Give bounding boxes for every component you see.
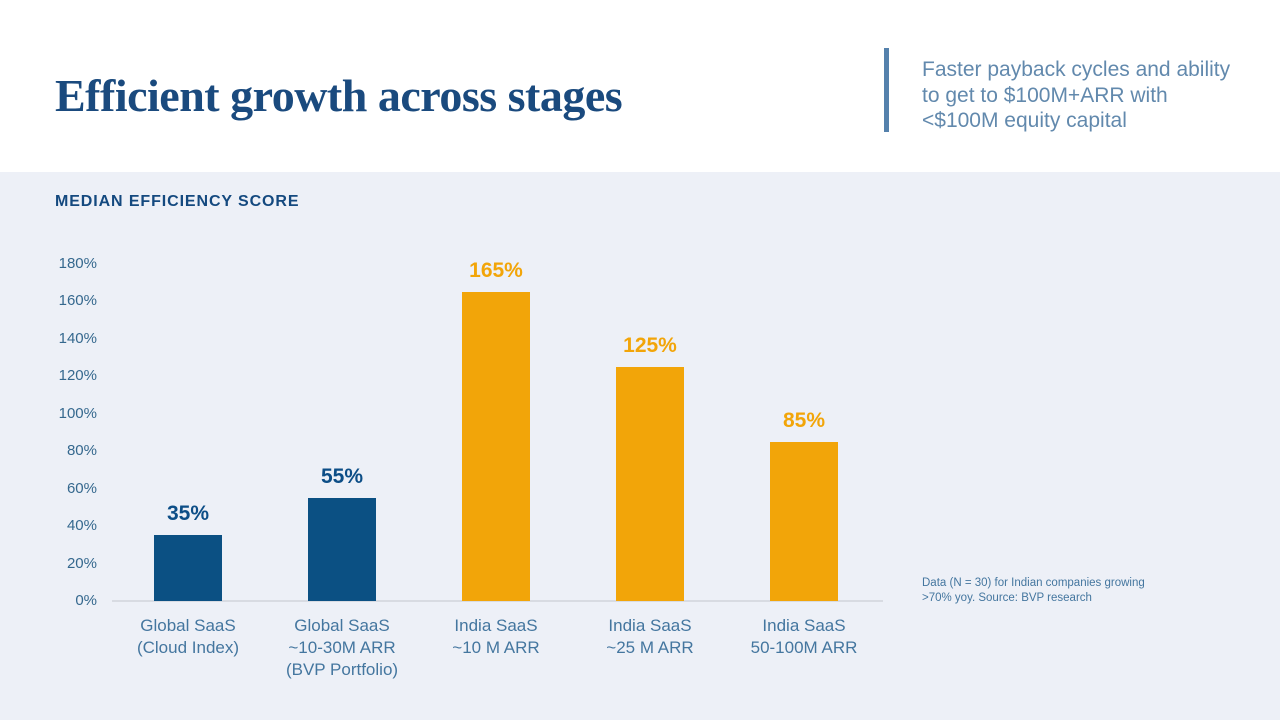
category-label: Global SaaS ~10-30M ARR (BVP Portfolio) [252,615,432,681]
callout-line-3: <$100M equity capital [922,109,1127,132]
category-label-line: ~25 M ARR [606,638,694,657]
footnote-line-2: >70% yoy. Source: BVP research [922,592,1092,604]
y-tick-label: 120% [58,367,97,385]
callout-text: Faster payback cycles and ability to get… [922,57,1252,134]
y-tick-label: 0% [75,592,97,609]
category-label-line: ~10-30M ARR [288,638,396,657]
footnote-line-1: Data (N = 30) for Indian companies growi… [922,577,1145,589]
x-axis-baseline [112,600,883,602]
category-label-line: 50-100M ARR [750,638,858,657]
header-band: Efficient growth across stages Faster pa… [0,0,1280,172]
category-label-line: (Cloud Index) [136,638,240,657]
category-label: India SaaS 50-100M ARR [714,615,894,659]
bar-value-label: 85% [782,409,826,432]
chart-heading: MEDIAN EFFICIENCY SCORE [55,193,300,210]
callout-line-1: Faster payback cycles and ability [922,58,1231,81]
bar-3 [462,292,530,601]
y-tick-label: 160% [58,292,97,310]
category-label-line: Global SaaS [140,616,236,635]
category-label-line: India SaaS [762,616,846,635]
category-label-line: ~10 M ARR [452,638,540,657]
category-label-line: India SaaS [454,616,538,635]
callout-line-2: to get to $100M+ARR with [922,83,1168,107]
chart-footnote: Data (N = 30) for Indian companies growi… [922,576,1182,606]
bar-value-label: 35% [166,502,210,525]
y-tick-label: 40% [66,517,97,535]
y-tick-label: 180% [58,255,97,272]
category-label-line: (BVP Portfolio) [285,660,399,679]
bar-2 [308,498,376,601]
bar-value-label: 55% [320,465,364,488]
bar-value-label: 125% [623,334,677,357]
bar-4 [616,367,684,601]
bar-value-label: 165% [469,259,523,282]
y-tick-label: 20% [66,554,97,572]
category-label: Global SaaS (Cloud Index) [98,615,278,659]
page-title: Efficient growth across stages [55,69,623,121]
bar-1 [154,535,222,601]
y-tick-label: 60% [66,479,97,497]
category-label-line: Global SaaS [294,616,390,635]
y-tick-label: 100% [58,404,97,422]
category-label: India SaaS ~25 M ARR [560,615,740,659]
callout-divider [884,48,889,132]
category-label: India SaaS ~10 M ARR [406,615,586,659]
y-tick-label: 80% [66,442,97,460]
y-tick-label: 140% [58,329,97,347]
category-label-line: India SaaS [608,616,692,635]
bar-5 [770,442,838,601]
